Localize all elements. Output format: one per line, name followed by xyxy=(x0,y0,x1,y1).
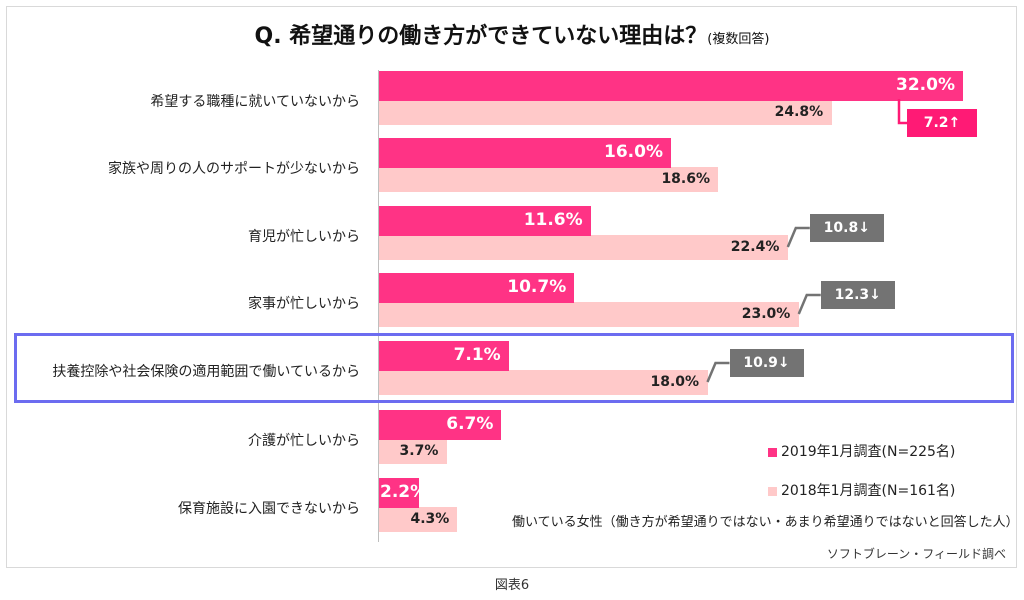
legend-item-2018: 2018年1月調査(N=161名) xyxy=(768,480,955,500)
category-axis-line xyxy=(378,70,379,542)
data-label-2018: 3.7% xyxy=(399,443,439,459)
data-label-2019: 7.1% xyxy=(453,345,501,365)
difference-badge: 7.2↑ xyxy=(907,109,977,137)
bar-2019 xyxy=(379,478,420,508)
bar-2019 xyxy=(379,71,963,101)
data-label-2019: 10.7% xyxy=(507,277,567,297)
difference-badge: 10.9↓ xyxy=(729,349,804,377)
category-label: 保育施設に入園できないから xyxy=(178,501,360,517)
data-label-2018: 23.0% xyxy=(741,306,791,322)
bar-2018 xyxy=(379,167,719,192)
chart-subtitle: (複数回答) xyxy=(707,32,770,47)
data-label-2019: 16.0% xyxy=(604,142,663,162)
legend-label-2019: 2019年1月調査(N=225名) xyxy=(781,444,956,460)
data-label-2018: 4.3% xyxy=(410,511,450,527)
data-label-2018: 24.8% xyxy=(774,104,824,120)
category-label: 介護が忙しいから xyxy=(248,433,360,449)
category-label: 家族や周りの人のサポートが少ないから xyxy=(108,161,360,177)
bar-2019 xyxy=(379,410,502,440)
bar-2018 xyxy=(379,100,832,125)
bar-2019 xyxy=(379,138,671,168)
bar-2019 xyxy=(379,341,509,371)
bar-2018 xyxy=(379,302,799,327)
data-label-2018: 18.6% xyxy=(661,171,711,187)
bar-2018 xyxy=(379,235,788,260)
chart-title: Q. 希望通りの働き方ができていない理由は？(複数回答) xyxy=(254,24,770,49)
legend-item-2019: 2019年1月調査(N=225名) xyxy=(768,441,955,461)
data-label-2019: 11.6% xyxy=(523,210,583,230)
bar-2018 xyxy=(379,370,708,395)
bar-2019 xyxy=(379,273,575,303)
data-label-2019: 32.0% xyxy=(896,75,955,95)
difference-badge: 10.8↓ xyxy=(809,214,884,242)
category-label: 扶養控除や社会保険の適用範囲で働いているから xyxy=(52,364,360,380)
legend-swatch-2018 xyxy=(768,486,777,496)
data-label-2019: 6.7% xyxy=(446,414,494,434)
source-credit: ソフトブレーン・フィールド調べ xyxy=(826,547,1006,561)
category-label: 希望する職種に就いていないから xyxy=(150,94,360,110)
category-label: 家事が忙しいから xyxy=(248,296,360,312)
bar-2019 xyxy=(379,206,591,236)
data-label-2018: 18.0% xyxy=(650,374,700,390)
bar-2018 xyxy=(379,507,458,532)
difference-badge: 12.3↓ xyxy=(820,281,895,309)
highlight-box xyxy=(14,333,1014,403)
figure-caption: 図表6 xyxy=(494,578,530,593)
legend-label-2018: 2018年1月調査(N=161名) xyxy=(781,483,956,499)
data-label-2019: 2.2% xyxy=(380,482,428,502)
category-label: 育児が忙しいから xyxy=(248,229,360,245)
legend-swatch-2019 xyxy=(768,447,777,457)
data-label-2018: 22.4% xyxy=(730,239,780,255)
respondent-note: 働いている女性（働き方が希望通りではない・あまり希望通りではないと回答した人） xyxy=(512,515,1019,530)
bar-2018 xyxy=(379,439,447,464)
